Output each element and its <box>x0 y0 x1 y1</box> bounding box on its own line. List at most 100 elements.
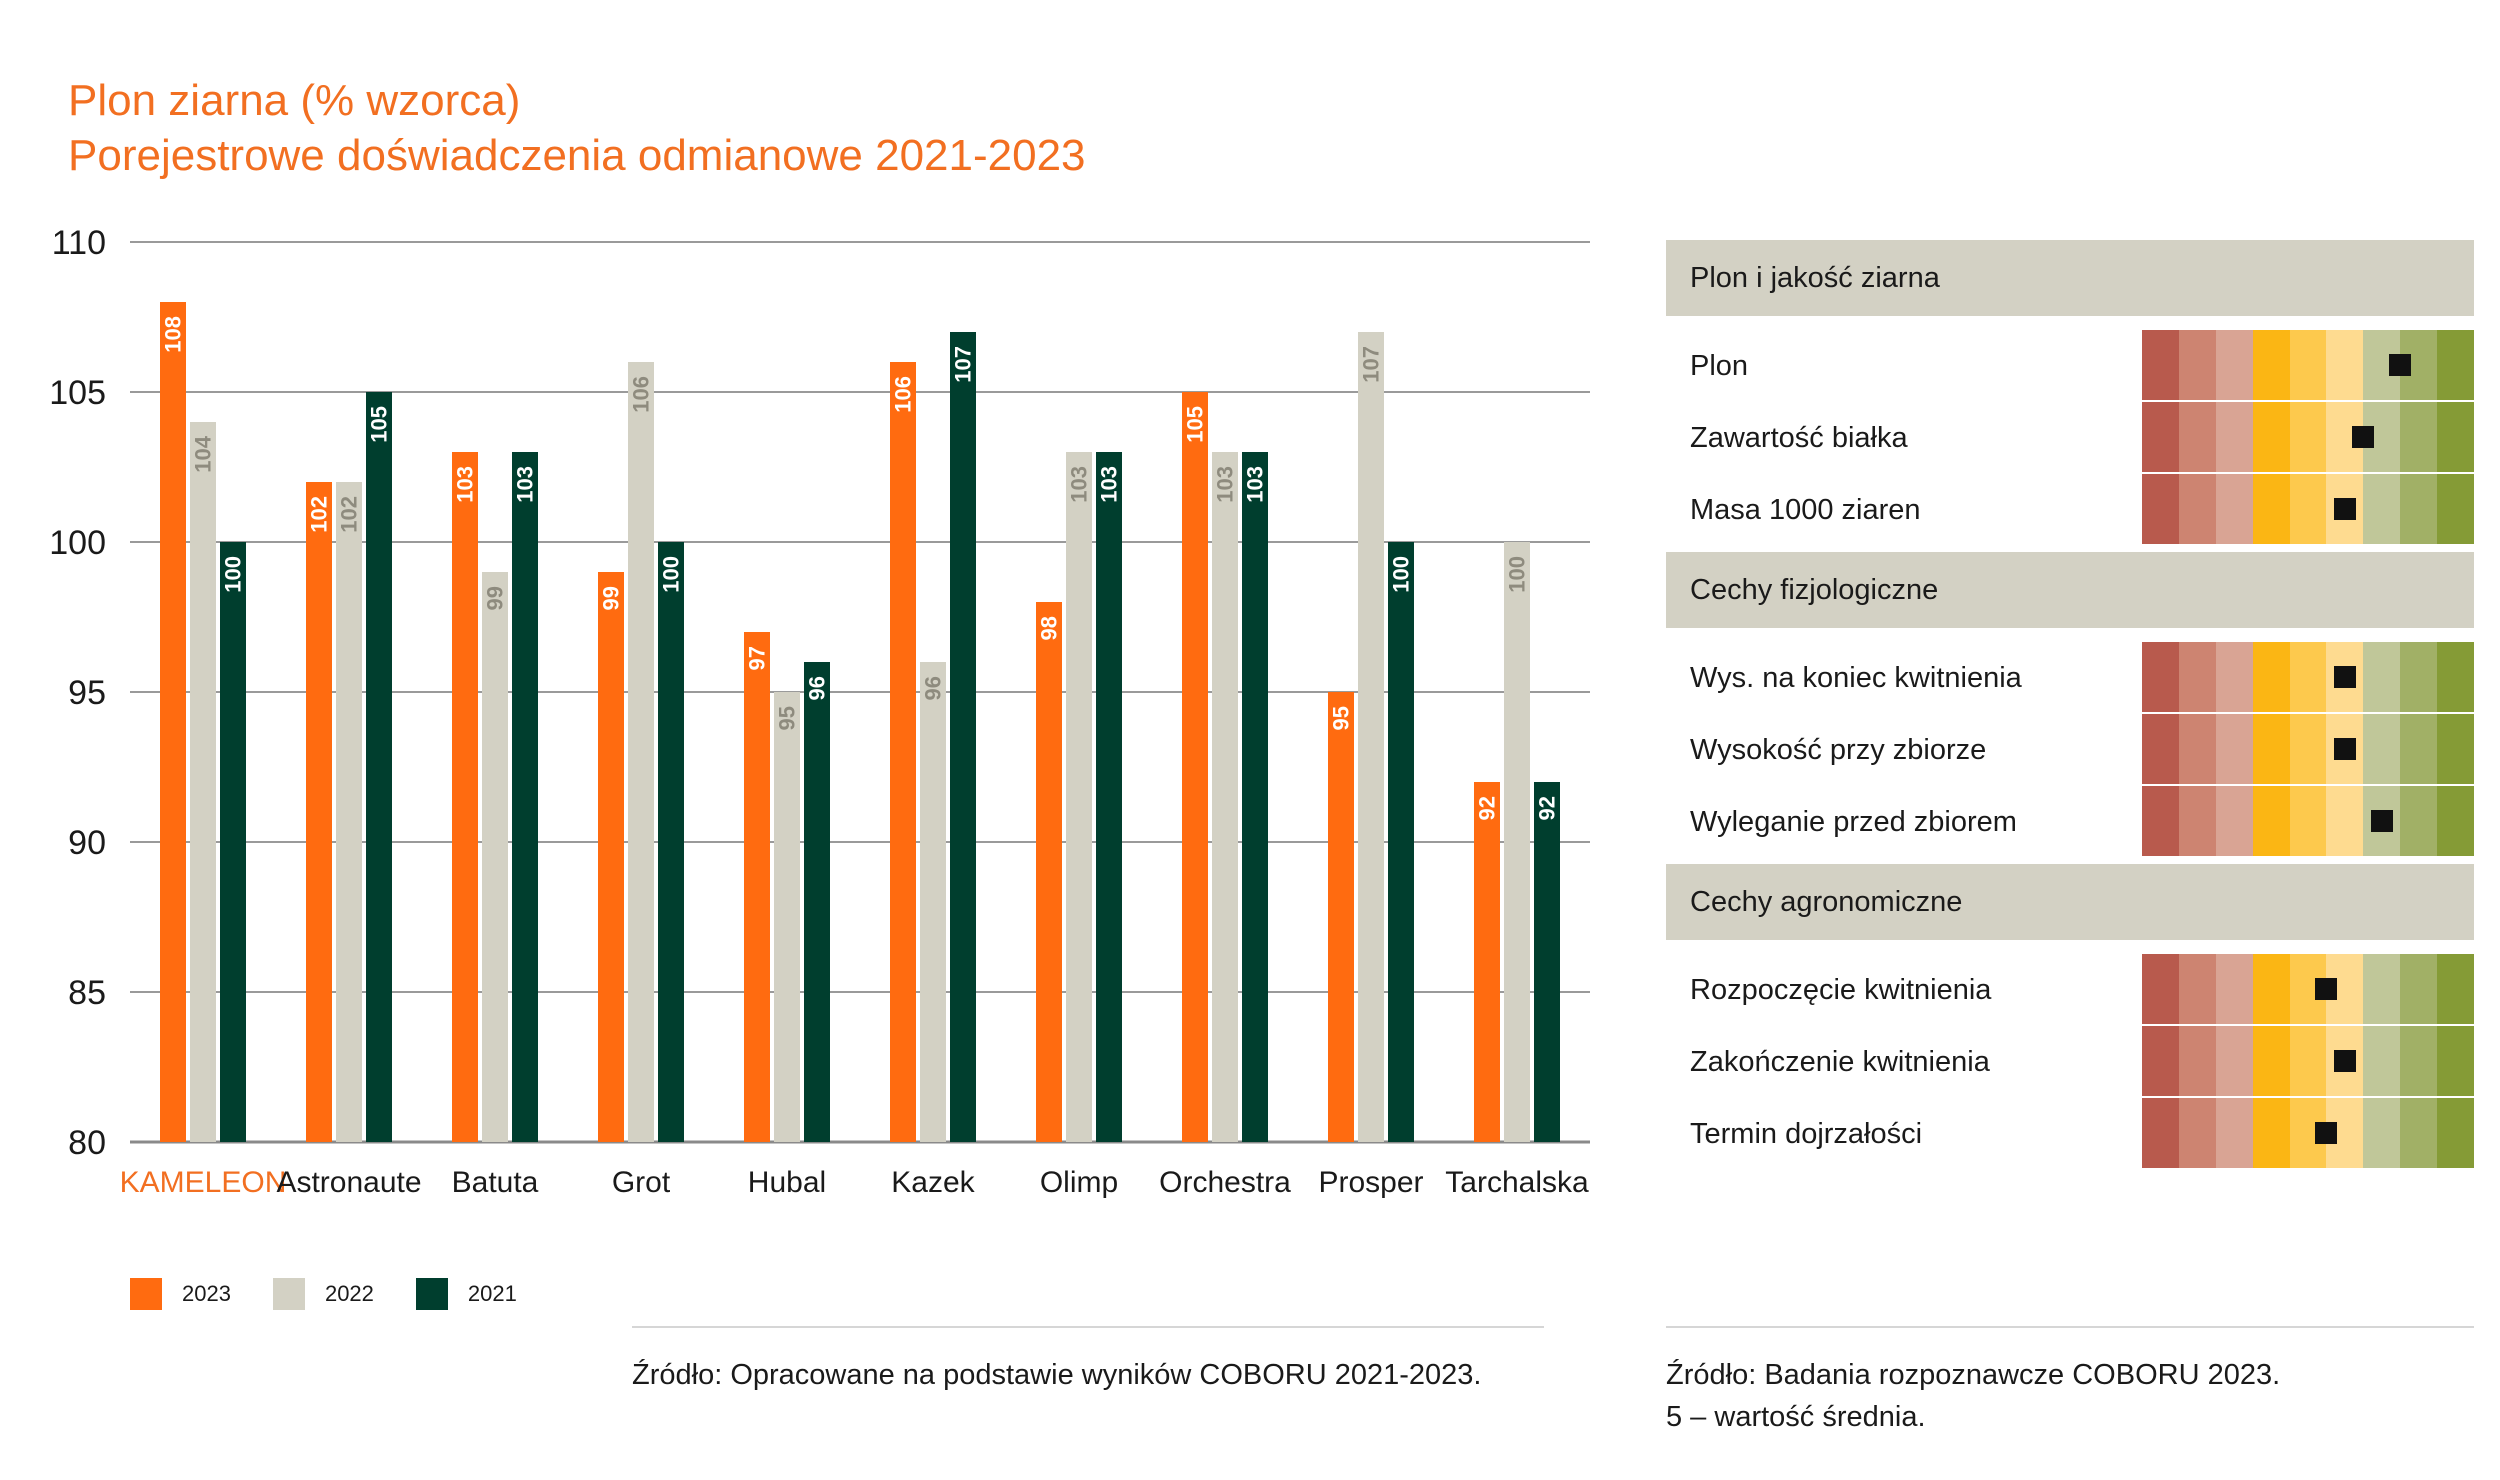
data-label-2023: 92 <box>1475 796 1500 820</box>
data-label-2022: 106 <box>629 376 654 413</box>
legend-label-2021: 2021 <box>467 1281 517 1306</box>
scale-cell <box>2252 714 2290 784</box>
trait-label: Zawartość białka <box>1690 422 1908 454</box>
scale-cell <box>2215 786 2253 856</box>
source-note-right: Źródło: Badania rozpoznawcze COBORU 2023… <box>1666 1359 2281 1391</box>
section-header-yield-quality: Plon i jakość ziarna <box>1666 240 2474 316</box>
scale-cell <box>2252 1026 2290 1096</box>
source-note-mean: 5 – wartość średnia. <box>1666 1401 1926 1433</box>
trait-score-marker <box>2333 1050 2356 1072</box>
bar-2023 <box>890 362 916 1142</box>
bar-2022 <box>190 422 216 1142</box>
scale-cell <box>2142 330 2179 400</box>
trait-score-marker <box>2352 426 2375 448</box>
bar-2023 <box>1328 692 1354 1142</box>
trait-label: Plon <box>1690 350 1749 382</box>
scale-cell <box>2437 714 2475 784</box>
trait-scale <box>2142 1098 2475 1168</box>
data-label-2023: 106 <box>891 376 916 413</box>
bar-2023 <box>598 572 624 1142</box>
scale-cell <box>2142 714 2179 784</box>
x-tick-label: Tarchalska <box>1445 1166 1589 1199</box>
scale-cell <box>2437 786 2475 856</box>
scale-cell <box>2142 474 2179 544</box>
trait-scale <box>2142 786 2475 856</box>
x-tick-label: Prosper <box>1318 1166 1423 1199</box>
data-label-2023: 97 <box>745 646 770 670</box>
data-label-2021: 107 <box>951 346 976 383</box>
bar-2022 <box>1358 332 1384 1142</box>
scale-cell <box>2437 474 2475 544</box>
data-label-2022: 100 <box>1505 556 1530 593</box>
data-label-2021: 103 <box>1097 466 1122 503</box>
scale-cell <box>2215 330 2253 400</box>
data-label-2022: 99 <box>483 586 508 610</box>
scale-cell <box>2215 954 2253 1024</box>
scale-cell <box>2363 1098 2401 1168</box>
scale-cell <box>2437 330 2475 400</box>
scale-cell <box>2326 786 2364 856</box>
scale-cell <box>2363 714 2401 784</box>
legend-swatch-2022 <box>272 1278 305 1310</box>
scale-cell <box>2142 402 2179 472</box>
y-tick-label: 90 <box>68 824 106 862</box>
scale-cell <box>2178 786 2216 856</box>
data-label-2021: 100 <box>221 556 246 593</box>
trait-scale <box>2142 954 2475 1024</box>
data-label-2023: 98 <box>1037 616 1062 640</box>
scale-cell <box>2437 402 2475 472</box>
x-tick-label: Hubal <box>748 1166 826 1199</box>
trait-label: Wys. na koniec kwitnienia <box>1690 662 2022 694</box>
data-label-2021: 103 <box>1243 466 1268 503</box>
bar-2022 <box>774 692 800 1142</box>
scale-cell <box>2178 954 2216 1024</box>
scale-cell <box>2289 714 2327 784</box>
bar-2023 <box>1182 392 1208 1142</box>
scale-cell <box>2252 1098 2290 1168</box>
scale-cell <box>2215 714 2253 784</box>
bar-2022 <box>336 482 362 1142</box>
data-label-2023: 102 <box>307 496 332 533</box>
data-label-2022: 96 <box>921 676 946 700</box>
trait-scale <box>2142 714 2475 784</box>
scale-cell <box>2178 642 2216 712</box>
data-label-2023: 105 <box>1183 406 1208 443</box>
scale-cell <box>2252 474 2290 544</box>
scale-cell <box>2400 474 2438 544</box>
data-label-2021: 92 <box>1535 796 1560 820</box>
bar-chart: 80 85 90 95 100 105 110 108 104 100 KAMELEON 102 102… <box>49 224 1590 1199</box>
bar-2021 <box>220 542 246 1142</box>
scale-cell <box>2215 402 2253 472</box>
scale-cell <box>2142 1098 2179 1168</box>
trait-score-marker <box>2370 810 2393 832</box>
data-label-2023: 95 <box>1329 706 1354 730</box>
data-label-2021: 96 <box>805 676 830 700</box>
data-label-2023: 103 <box>453 466 478 503</box>
bar-2021 <box>1096 452 1122 1142</box>
data-label-2022: 95 <box>775 706 800 730</box>
y-tick-label: 105 <box>49 374 106 412</box>
scale-cell <box>2437 1098 2475 1168</box>
bar-2021 <box>804 662 830 1142</box>
data-label-2021: 100 <box>659 556 684 593</box>
bar-2023 <box>452 452 478 1142</box>
scale-cell <box>2178 474 2216 544</box>
chart-legend: 2023 2022 2021 <box>130 1278 559 1310</box>
data-label-2021: 100 <box>1389 556 1414 593</box>
x-tick-label: Batuta <box>452 1166 539 1199</box>
scale-cell <box>2400 1026 2438 1096</box>
scale-cell <box>2178 714 2216 784</box>
bar-2022 <box>1066 452 1092 1142</box>
legend-item-2023: 2023 <box>130 1278 231 1310</box>
y-tick-label: 80 <box>68 1124 106 1162</box>
scale-cell <box>2252 402 2290 472</box>
trait-score-marker <box>2315 1122 2338 1144</box>
y-tick-label: 85 <box>68 974 106 1012</box>
source-divider-right <box>1666 1326 2474 1328</box>
scale-cell <box>2142 1026 2179 1096</box>
scale-cell <box>2215 642 2253 712</box>
source-note-left: Źródło: Opracowane na podstawie wyników … <box>632 1359 1482 1391</box>
scale-cell <box>2363 1026 2401 1096</box>
bar-2021 <box>366 392 392 1142</box>
scale-cell <box>2289 786 2327 856</box>
